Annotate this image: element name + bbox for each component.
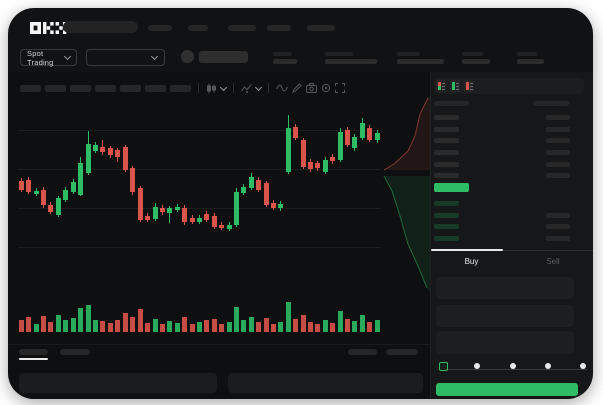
bottom-tabs bbox=[8, 344, 430, 365]
divider bbox=[233, 83, 234, 93]
bottom-panel-left bbox=[19, 373, 217, 393]
fullscreen-icon[interactable] bbox=[335, 83, 345, 93]
account-button[interactable] bbox=[199, 51, 248, 63]
chevron-down-icon bbox=[63, 52, 72, 61]
volume-chart bbox=[18, 296, 380, 332]
orderbook-both-icon[interactable] bbox=[436, 80, 446, 92]
ticker-stat bbox=[462, 52, 490, 64]
indicators-icon[interactable] bbox=[241, 83, 252, 94]
app-window: Spot Trading bbox=[8, 8, 593, 399]
chart-toolbar bbox=[20, 82, 345, 94]
timeframe-button[interactable] bbox=[145, 84, 166, 92]
timeframe-button-active[interactable] bbox=[45, 84, 66, 92]
amount-slider[interactable] bbox=[439, 362, 587, 374]
market-type-dropdown[interactable]: Spot Trading bbox=[20, 48, 77, 67]
nav-item[interactable] bbox=[188, 25, 208, 31]
candle-style-icon[interactable] bbox=[206, 83, 217, 94]
chevron-down-icon[interactable] bbox=[254, 83, 263, 91]
orderbook-ask-row[interactable] bbox=[431, 113, 593, 125]
candlestick-chart[interactable] bbox=[18, 96, 380, 293]
market-type-label: Spot Trading bbox=[27, 48, 54, 67]
orderbook-panel: Buy Sell bbox=[430, 72, 593, 399]
gridline bbox=[18, 247, 380, 248]
price-input[interactable] bbox=[436, 277, 574, 299]
total-input[interactable] bbox=[436, 331, 574, 354]
slider-stop[interactable] bbox=[509, 363, 516, 369]
market-bar: Spot Trading bbox=[8, 44, 593, 72]
nav-item[interactable] bbox=[148, 25, 172, 31]
gridline bbox=[18, 130, 380, 131]
nav-item[interactable] bbox=[267, 25, 291, 31]
orderbook-bid-row[interactable] bbox=[431, 211, 593, 223]
divider bbox=[198, 83, 199, 93]
divider bbox=[268, 83, 269, 93]
orderbook-bid-row[interactable] bbox=[431, 199, 593, 211]
bids-list bbox=[431, 199, 593, 246]
amount-input[interactable] bbox=[436, 305, 574, 327]
last-price-badge[interactable] bbox=[434, 183, 469, 192]
nav-item[interactable] bbox=[307, 25, 335, 31]
ticker-stat bbox=[517, 52, 544, 64]
orderbook-ask-row[interactable] bbox=[431, 136, 593, 148]
settings-icon[interactable] bbox=[321, 83, 331, 93]
nav-item[interactable] bbox=[228, 25, 256, 31]
chevron-down-icon[interactable] bbox=[219, 83, 228, 91]
buy-tab-indicator bbox=[431, 249, 503, 251]
chevron-down-icon bbox=[150, 52, 159, 61]
bottom-action[interactable] bbox=[348, 349, 377, 355]
ticker-stat bbox=[273, 52, 297, 64]
orderbook-bid-row[interactable] bbox=[431, 234, 593, 246]
ticker-stat bbox=[397, 52, 444, 64]
bottom-tab[interactable] bbox=[60, 349, 90, 355]
orderbook-header bbox=[431, 101, 593, 107]
line-tool-icon[interactable] bbox=[276, 83, 288, 93]
ticker-stat bbox=[325, 52, 377, 64]
bottom-panel-right bbox=[228, 373, 423, 393]
orderbook-ask-row[interactable] bbox=[431, 171, 593, 183]
orderbook-asks-icon[interactable] bbox=[464, 80, 474, 92]
slider-stop[interactable] bbox=[544, 363, 551, 369]
active-tab-indicator bbox=[19, 358, 48, 360]
tab-sell[interactable]: Sell bbox=[546, 257, 560, 266]
search-input[interactable] bbox=[63, 21, 138, 33]
trade-tabs: Buy Sell bbox=[431, 249, 593, 276]
gridline bbox=[18, 208, 380, 209]
asks-list bbox=[431, 113, 593, 183]
tab-buy[interactable]: Buy bbox=[464, 257, 479, 266]
timeframe-button[interactable] bbox=[95, 84, 116, 92]
orderbook-toolbar bbox=[434, 78, 584, 94]
orderbook-ask-row[interactable] bbox=[431, 125, 593, 137]
slider-handle[interactable] bbox=[439, 362, 448, 371]
orderbook-bids-icon[interactable] bbox=[450, 80, 460, 92]
camera-icon[interactable] bbox=[306, 83, 317, 93]
avatar[interactable] bbox=[181, 50, 194, 63]
pair-selector-dropdown[interactable] bbox=[86, 49, 165, 66]
depth-overlay bbox=[382, 96, 430, 293]
orderbook-ask-row[interactable] bbox=[431, 148, 593, 160]
bottom-tab-active[interactable] bbox=[19, 349, 48, 355]
okx-logo[interactable] bbox=[30, 22, 67, 34]
buy-submit-button[interactable] bbox=[436, 383, 578, 396]
bottom-action[interactable] bbox=[386, 349, 418, 355]
slider-stop[interactable] bbox=[474, 363, 481, 369]
timeframe-button[interactable] bbox=[70, 84, 91, 92]
chart-section bbox=[8, 72, 430, 399]
timeframe-button[interactable] bbox=[120, 84, 141, 92]
timeframe-button[interactable] bbox=[170, 84, 191, 92]
candles-svg bbox=[19, 115, 380, 231]
top-nav bbox=[8, 8, 593, 44]
draw-pencil-icon[interactable] bbox=[292, 83, 302, 93]
orderbook-ask-row[interactable] bbox=[431, 160, 593, 172]
orderbook-bid-row[interactable] bbox=[431, 222, 593, 234]
timeframe-button[interactable] bbox=[20, 84, 41, 92]
slider-stop[interactable] bbox=[580, 363, 586, 369]
gridline bbox=[18, 169, 380, 170]
